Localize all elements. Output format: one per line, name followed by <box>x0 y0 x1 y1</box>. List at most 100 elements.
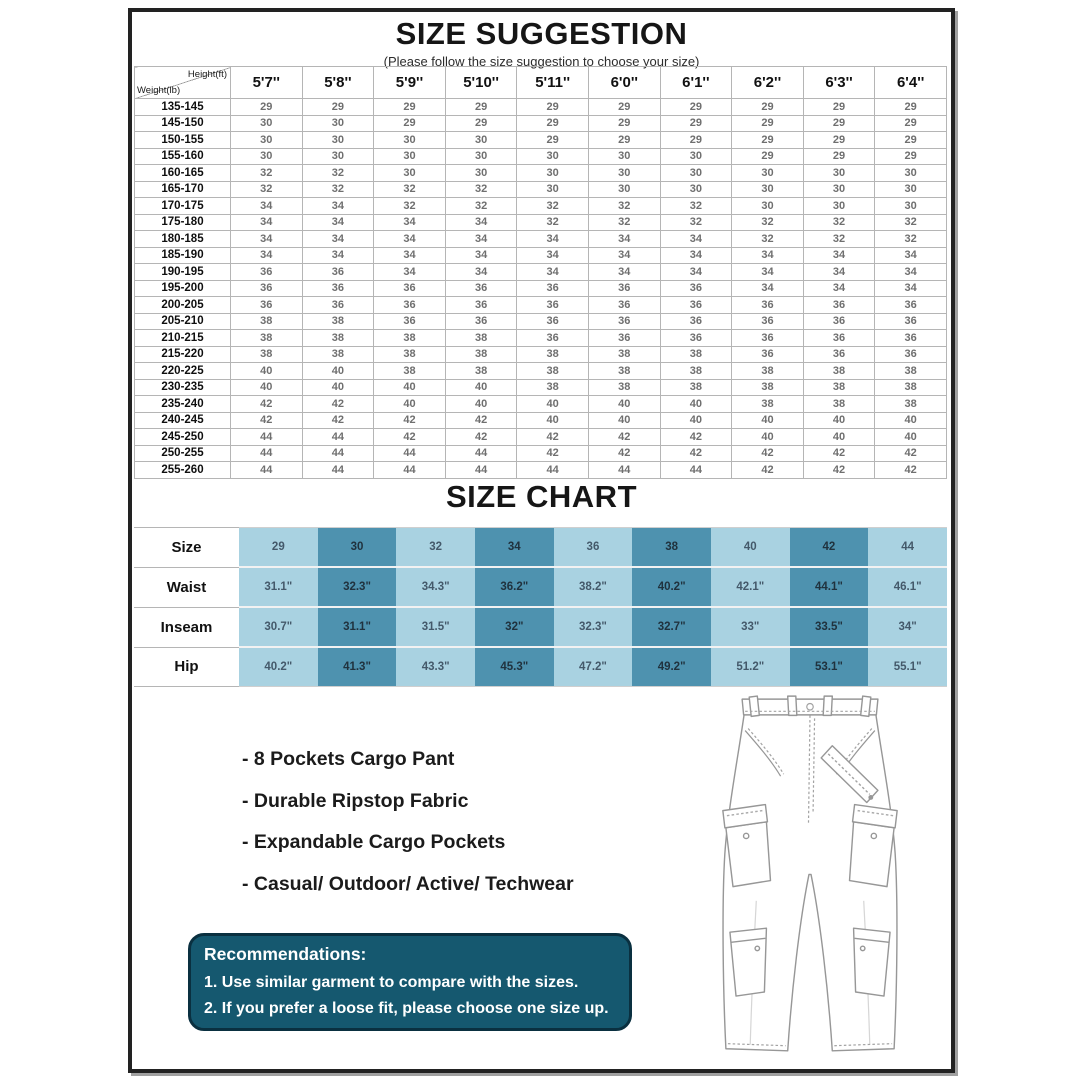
size-chart-cell: 49.2" <box>632 647 711 687</box>
suggested-size-cell: 36 <box>731 312 804 330</box>
size-chart-cell: 32.7" <box>632 607 711 648</box>
suggested-size-cell: 30 <box>731 164 804 182</box>
size-chart-cell: 32" <box>474 607 554 648</box>
size-chart-cell: 30 <box>317 527 397 568</box>
suggested-size-cell: 38 <box>301 329 375 347</box>
suggested-size-cell: 44 <box>444 444 518 462</box>
suggested-size-cell: 34 <box>444 246 518 264</box>
size-chart-row-label: Inseam <box>134 606 239 648</box>
suggested-size-cell: 36 <box>587 279 661 297</box>
suggested-size-cell: 36 <box>444 296 518 314</box>
size-suggestion-row: 205-210 38 38 36 36 36 36 36 36 36 36 <box>134 312 947 330</box>
suggested-size-cell: 30 <box>802 164 876 182</box>
suggested-size-cell: 38 <box>587 345 661 363</box>
weight-range-label: 240-245 <box>134 411 231 429</box>
recommendations-box: Recommendations: 1. Use similar garment … <box>188 933 632 1031</box>
suggested-size-cell: 30 <box>373 131 446 149</box>
cargo-pants-icon <box>722 695 898 1052</box>
suggested-size-cell: 29 <box>874 131 947 149</box>
size-suggestion-header-row: Height(ft) Weight(lb) 5'7'' 5'8'' 5'9'' 5'1… <box>134 66 947 99</box>
size-suggestion-row: 200-205 36 36 36 36 36 36 36 36 36 36 <box>134 296 947 314</box>
size-chart-cell: 33" <box>710 607 790 648</box>
suggested-size-cell: 38 <box>444 345 518 363</box>
suggested-size-cell: 38 <box>373 345 446 363</box>
size-suggestion-table: Height(ft) Weight(lb) 5'7'' 5'8'' 5'9'' 5'1… <box>134 66 947 479</box>
size-chart-cell: 29 <box>239 527 318 568</box>
height-column-header: 6'0'' <box>587 66 661 99</box>
suggested-size-cell: 42 <box>230 395 303 413</box>
suggested-size-cell: 44 <box>301 461 375 479</box>
axis-corner-cell: Height(ft) Weight(lb) <box>134 66 231 99</box>
suggested-size-cell: 30 <box>659 164 733 182</box>
suggested-size-cell: 32 <box>587 213 661 231</box>
feature-item: - 8 Pockets Cargo Pant <box>242 748 455 770</box>
suggested-size-cell: 38 <box>230 345 303 363</box>
suggested-size-cell: 29 <box>874 147 947 165</box>
size-suggestion-row: 150-155 30 30 30 30 29 29 29 29 29 29 <box>134 131 947 149</box>
suggested-size-cell: 29 <box>874 114 947 132</box>
weight-range-label: 175-180 <box>134 213 231 231</box>
suggested-size-cell: 32 <box>659 213 733 231</box>
suggested-size-cell: 40 <box>802 411 876 429</box>
suggested-size-cell: 38 <box>516 362 589 380</box>
weight-range-label: 150-155 <box>134 131 231 149</box>
suggested-size-cell: 34 <box>731 246 804 264</box>
size-chart-row-hip: Hip 40.2" 41.3" 43.3" 45.3" 47.2" 49.2" 51.2" 53… <box>134 646 947 687</box>
weight-range-label: 200-205 <box>134 296 231 314</box>
suggested-size-cell: 44 <box>516 461 589 479</box>
suggested-size-cell: 29 <box>802 147 876 165</box>
suggested-size-cell: 34 <box>802 246 876 264</box>
suggested-size-cell: 30 <box>802 197 876 215</box>
suggested-size-cell: 42 <box>444 411 518 429</box>
weight-range-label: 245-250 <box>134 428 231 446</box>
size-chart-cell: 42.1" <box>710 567 790 608</box>
suggested-size-cell: 44 <box>301 444 375 462</box>
suggested-size-cell: 42 <box>802 444 876 462</box>
suggested-size-cell: 36 <box>659 329 733 347</box>
suggested-size-cell: 32 <box>301 164 375 182</box>
height-column-header: 5'7'' <box>230 66 303 99</box>
suggested-size-cell: 36 <box>516 312 589 330</box>
suggested-size-cell: 32 <box>731 230 804 248</box>
size-chart-cell: 40 <box>710 527 790 568</box>
size-suggestion-row: 155-160 30 30 30 30 30 30 30 29 29 29 <box>134 147 947 165</box>
size-suggestion-row: 170-175 34 34 32 32 32 32 32 30 30 30 <box>134 197 947 215</box>
size-chart-cell: 46.1" <box>868 567 947 608</box>
suggested-size-cell: 32 <box>802 213 876 231</box>
suggested-size-cell: 42 <box>659 444 733 462</box>
size-suggestion-row: 145-150 30 30 29 29 29 29 29 29 29 29 <box>134 114 947 132</box>
suggested-size-cell: 32 <box>731 213 804 231</box>
suggested-size-cell: 40 <box>587 411 661 429</box>
suggested-size-cell: 38 <box>731 378 804 396</box>
suggested-size-cell: 38 <box>874 395 947 413</box>
suggested-size-cell: 42 <box>230 411 303 429</box>
size-chart-row-size: Size 29 30 32 34 36 38 40 42 44 <box>134 527 947 568</box>
suggested-size-cell: 42 <box>301 395 375 413</box>
suggested-size-cell: 30 <box>230 114 303 132</box>
size-chart-cell: 36.2" <box>474 567 554 608</box>
suggested-size-cell: 36 <box>731 296 804 314</box>
size-chart-cell: 45.3" <box>474 647 554 687</box>
suggested-size-cell: 34 <box>516 246 589 264</box>
suggested-size-cell: 38 <box>802 378 876 396</box>
suggested-size-cell: 42 <box>301 411 375 429</box>
suggested-size-cell: 34 <box>802 263 876 281</box>
size-chart-cell: 40.2" <box>239 647 318 687</box>
suggested-size-cell: 36 <box>802 345 876 363</box>
suggested-size-cell: 38 <box>802 362 876 380</box>
suggested-size-cell: 29 <box>802 98 876 116</box>
suggested-size-cell: 34 <box>659 263 733 281</box>
suggested-size-cell: 29 <box>659 131 733 149</box>
suggested-size-cell: 34 <box>587 230 661 248</box>
suggested-size-cell: 40 <box>444 395 518 413</box>
weight-range-label: 190-195 <box>134 263 231 281</box>
suggested-size-cell: 29 <box>731 114 804 132</box>
suggested-size-cell: 38 <box>444 362 518 380</box>
suggested-size-cell: 38 <box>587 362 661 380</box>
size-chart-cell: 30.7" <box>239 607 318 648</box>
suggested-size-cell: 38 <box>373 362 446 380</box>
suggested-size-cell: 32 <box>373 180 446 198</box>
suggested-size-cell: 34 <box>373 230 446 248</box>
suggested-size-cell: 44 <box>230 444 303 462</box>
suggested-size-cell: 34 <box>516 230 589 248</box>
